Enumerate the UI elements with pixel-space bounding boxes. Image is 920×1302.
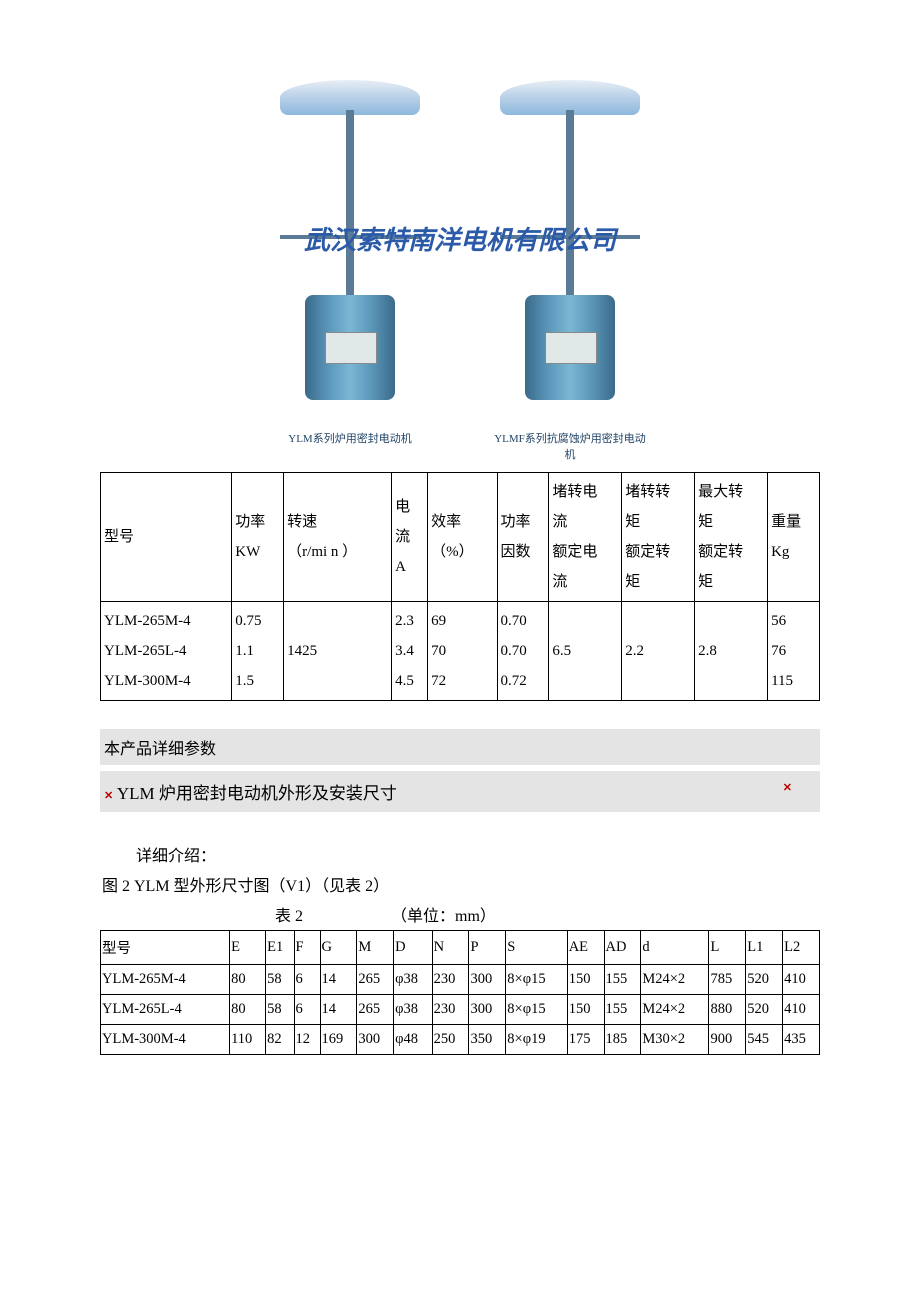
t2h-8: P	[469, 931, 506, 965]
spec-table-1: 型号 功率KW 转速（r/mi n ） 电流A 效率（%） 功率因数 堵转电流额…	[100, 472, 820, 701]
t2h-9: S	[506, 931, 567, 965]
cell-current: 2.3 3.4 4.5	[392, 602, 428, 701]
cell-locked-current: 6.5	[549, 602, 622, 701]
t2h-5: M	[357, 931, 394, 965]
table-header-row: 型号 功率KW 转速（r/mi n ） 电流A 效率（%） 功率因数 堵转电流额…	[101, 473, 820, 602]
motor-captions: YLM系列炉用密封电动机 YLMF系列抗腐蚀炉用密封电动机	[100, 430, 820, 462]
col-max-torque: 最大转矩额定转矩	[695, 473, 768, 602]
col-power: 功率KW	[232, 473, 284, 602]
cell-power: 0.75 1.1 1.5	[232, 602, 284, 701]
t2h-13: L	[709, 931, 746, 965]
table2-title: 表 2（单位：mm）	[275, 902, 820, 926]
col-current: 电流A	[392, 473, 428, 602]
col-pf: 功率因数	[497, 473, 549, 602]
cell-pf: 0.70 0.70 0.72	[497, 602, 549, 701]
table-data-row: YLM-265M-4 YLM-265L-4 YLM-300M-4 0.75 1.…	[101, 602, 820, 701]
watermark-text: 武汉索特南洋电机有限公司	[100, 220, 820, 257]
cell-models: YLM-265M-4 YLM-265L-4 YLM-300M-4	[101, 602, 232, 701]
t2h-11: AD	[604, 931, 641, 965]
col-efficiency: 效率（%）	[428, 473, 497, 602]
detail-intro: 详细介绍：	[136, 842, 820, 866]
col-weight: 重量Kg	[768, 473, 820, 602]
table2-row-0: YLM-265M-4 80 58 6 14 265 φ38 230 300 8×…	[101, 965, 820, 995]
table2-header-row: 型号 E E1 F G M D N P S AE AD d L L1 L2	[101, 931, 820, 965]
motor-caption-left: YLM系列炉用密封电动机	[270, 430, 430, 462]
t2h-14: L1	[746, 931, 783, 965]
broken-image-icon: ✕	[783, 781, 792, 794]
col-locked-torque: 堵转转矩额定转矩	[622, 473, 695, 602]
cell-eff: 69 70 72	[428, 602, 497, 701]
t2h-4: G	[320, 931, 357, 965]
cell-speed: 1425	[284, 602, 392, 701]
t2h-0: 型号	[101, 931, 230, 965]
section-subtitle: ✕ YLM 炉用密封电动机外形及安装尺寸 ✕	[100, 771, 820, 812]
table2-row-1: YLM-265L-4 80 58 6 14 265 φ38 230 300 8×…	[101, 995, 820, 1025]
col-locked-current: 堵转电流额定电流	[549, 473, 622, 602]
t2h-2: E1	[266, 931, 294, 965]
t2h-15: L2	[783, 931, 820, 965]
t2h-6: D	[394, 931, 432, 965]
product-image: 武汉索特南洋电机有限公司	[100, 80, 820, 420]
broken-image-icon: ✕	[104, 790, 113, 802]
t2h-10: AE	[567, 931, 604, 965]
t2h-7: N	[432, 931, 469, 965]
motor-caption-right: YLMF系列抗腐蚀炉用密封电动机	[490, 430, 650, 462]
cell-max-torque: 2.8	[695, 602, 768, 701]
section-title: 本产品详细参数	[100, 729, 820, 765]
t2h-1: E	[230, 931, 266, 965]
cell-weight: 56 76 115	[768, 602, 820, 701]
spec-table-2: 型号 E E1 F G M D N P S AE AD d L L1 L2 YL…	[100, 930, 820, 1055]
t2h-12: d	[641, 931, 709, 965]
cell-locked-torque: 2.2	[622, 602, 695, 701]
t2h-3: F	[294, 931, 320, 965]
col-model: 型号	[101, 473, 232, 602]
section-sub-text: YLM 炉用密封电动机外形及安装尺寸	[117, 784, 397, 803]
figure-caption: 图 2 YLM 型外形尺寸图（V1）（见表 2）	[102, 872, 820, 896]
table2-row-2: YLM-300M-4 110 82 12 169 300 φ48 250 350…	[101, 1025, 820, 1055]
col-speed: 转速（r/mi n ）	[284, 473, 392, 602]
